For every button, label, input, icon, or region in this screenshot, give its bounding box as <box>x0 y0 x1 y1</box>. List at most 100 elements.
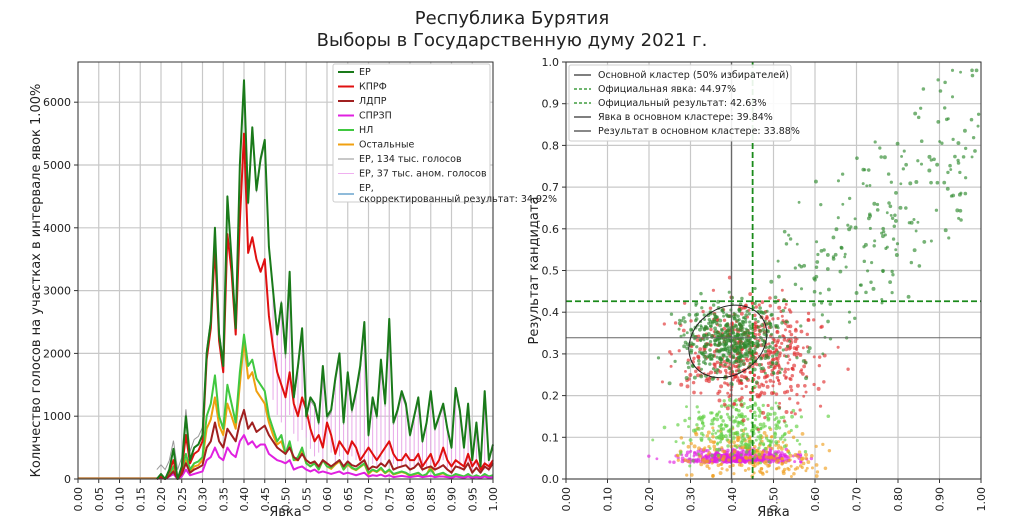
scatter-point-Остальные <box>791 435 796 440</box>
scatter-point-ЕР <box>919 139 924 143</box>
scatter-point-КПРФ <box>768 296 772 300</box>
scatter-point-ЕР <box>684 376 689 380</box>
scatter-point-ЕР <box>831 255 836 259</box>
scatter-point-ЕР <box>804 376 809 381</box>
scatter-point-НЛ <box>740 443 744 447</box>
scatter-point-НЛ <box>758 441 763 445</box>
scatter-point-ЕР <box>946 117 950 121</box>
scatter-point-СПРЗП <box>799 453 803 457</box>
scatter-point-Остальные <box>736 438 740 443</box>
scatter-point-Остальные <box>797 450 802 454</box>
scatter-point-ЕР <box>753 286 757 291</box>
left-histogram-plot: 0.00 0.05 0.10 0.15 0.20 0.25 0.30 0.35 0.40 0.45… <box>29 61 557 520</box>
scatter-point-ЕР <box>873 239 877 243</box>
scatter-point-КПРФ <box>741 418 746 423</box>
x-tick-label: 0.05 <box>93 487 106 512</box>
scatter-point-ЕР <box>970 73 975 78</box>
scatter-point-Остальные <box>716 463 721 468</box>
scatter-point-НЛ <box>714 431 718 435</box>
scatter-point-КПРФ <box>725 406 730 411</box>
scatter-point-ЕР <box>880 231 884 235</box>
scatter-point-НЛ <box>702 424 706 428</box>
scatter-point-КПРФ <box>717 398 722 403</box>
scatter-point-НЛ <box>773 435 777 439</box>
scatter-point-КПРФ <box>792 352 797 357</box>
scatter-point-Остальные <box>685 473 689 477</box>
scatter-point-ЕР <box>948 163 952 168</box>
scatter-point-ЕР <box>938 140 942 143</box>
y-tick-label: 0.6 <box>542 223 560 236</box>
legend-label: Основной кластер (50% избирателей) <box>598 70 789 81</box>
scatter-point-ЕР <box>872 244 876 248</box>
scatter-point-КПРФ <box>689 319 693 323</box>
scatter-point-КПРФ <box>734 369 738 373</box>
scatter-point-Остальные <box>764 455 769 459</box>
scatter-point-ЕР <box>713 314 718 319</box>
scatter-point-ЕР <box>895 141 900 146</box>
scatter-point-ЕР <box>725 358 730 363</box>
scatter-point-КПРФ <box>812 355 816 359</box>
scatter-point-Остальные <box>732 449 737 453</box>
scatter-point-ЕР <box>718 342 722 347</box>
y-tick-label: 0 <box>64 473 71 486</box>
scatter-point-Остальные <box>765 470 769 474</box>
scatter-point-Остальные <box>776 458 781 463</box>
scatter-point-Остальные <box>804 452 809 457</box>
scatter-point-Остальные <box>776 446 780 450</box>
scatter-point-КПРФ <box>696 373 700 378</box>
scatter-point-ЕР <box>709 357 713 361</box>
scatter-point-ЕР <box>679 334 683 338</box>
scatter-point-ЕР <box>921 87 926 91</box>
scatter-point-КПРФ <box>691 380 696 385</box>
scatter-point-НЛ <box>726 444 730 448</box>
scatter-point-ЕР <box>894 253 899 257</box>
scatter-point-НЛ <box>798 442 802 446</box>
scatter-point-ЕР <box>909 220 914 225</box>
y-tick-label: 0.7 <box>542 181 560 194</box>
scatter-point-НЛ <box>685 405 688 409</box>
scatter-point-ЕР <box>784 320 788 324</box>
scatter-point-НЛ <box>736 420 740 425</box>
scatter-point-НЛ <box>740 439 745 443</box>
scatter-point-КПРФ <box>784 347 789 352</box>
scatter-point-КПРФ <box>789 377 793 382</box>
scatter-point-КПРФ <box>760 300 765 305</box>
scatter-point-КПРФ <box>784 302 788 306</box>
scatter-point-ЕР <box>780 367 784 371</box>
x-axis-label: Явка <box>757 505 790 520</box>
scatter-point-ЕР <box>745 349 749 353</box>
scatter-point-ЕР <box>901 167 906 171</box>
scatter-point-ЕР <box>704 357 707 361</box>
scatter-point-КПРФ <box>748 370 752 375</box>
scatter-point-КПРФ <box>673 321 678 325</box>
scatter-point-ЕР <box>732 311 736 315</box>
scatter-point-ЕР <box>894 248 898 252</box>
scatter-point-НЛ <box>691 459 695 463</box>
scatter-point-ЕР <box>730 295 735 300</box>
scatter-point-ЕР <box>899 182 903 186</box>
scatter-point-НЛ <box>687 425 691 429</box>
scatter-point-ЕР <box>818 291 822 295</box>
scatter-point-ЕР <box>772 372 776 375</box>
scatter-point-КПРФ <box>799 329 804 334</box>
scatter-point-Остальные <box>788 458 792 462</box>
scatter-point-КПРФ <box>771 317 775 321</box>
scatter-point-КПРФ <box>701 309 705 314</box>
scatter-point-ЕР <box>745 377 749 381</box>
scatter-point-НЛ <box>794 424 799 429</box>
scatter-point-ЕР <box>964 176 968 180</box>
scatter-point-НЛ <box>781 415 786 419</box>
scatter-point-ЕР <box>963 191 968 196</box>
scatter-point-ЕР <box>943 106 947 110</box>
scatter-point-НЛ <box>708 447 712 450</box>
scatter-point-КПРФ <box>774 356 778 361</box>
scatter-point-НЛ <box>691 428 696 433</box>
scatter-point-ЕР <box>669 312 674 316</box>
scatter-point-КПРФ <box>737 397 742 402</box>
scatter-point-НЛ <box>757 414 762 418</box>
scatter-point-ЕР <box>731 330 735 334</box>
scatter-point-ЕР <box>708 348 712 352</box>
scatter-point-Остальные <box>753 461 757 465</box>
y-tick-label: 0.1 <box>542 431 560 444</box>
